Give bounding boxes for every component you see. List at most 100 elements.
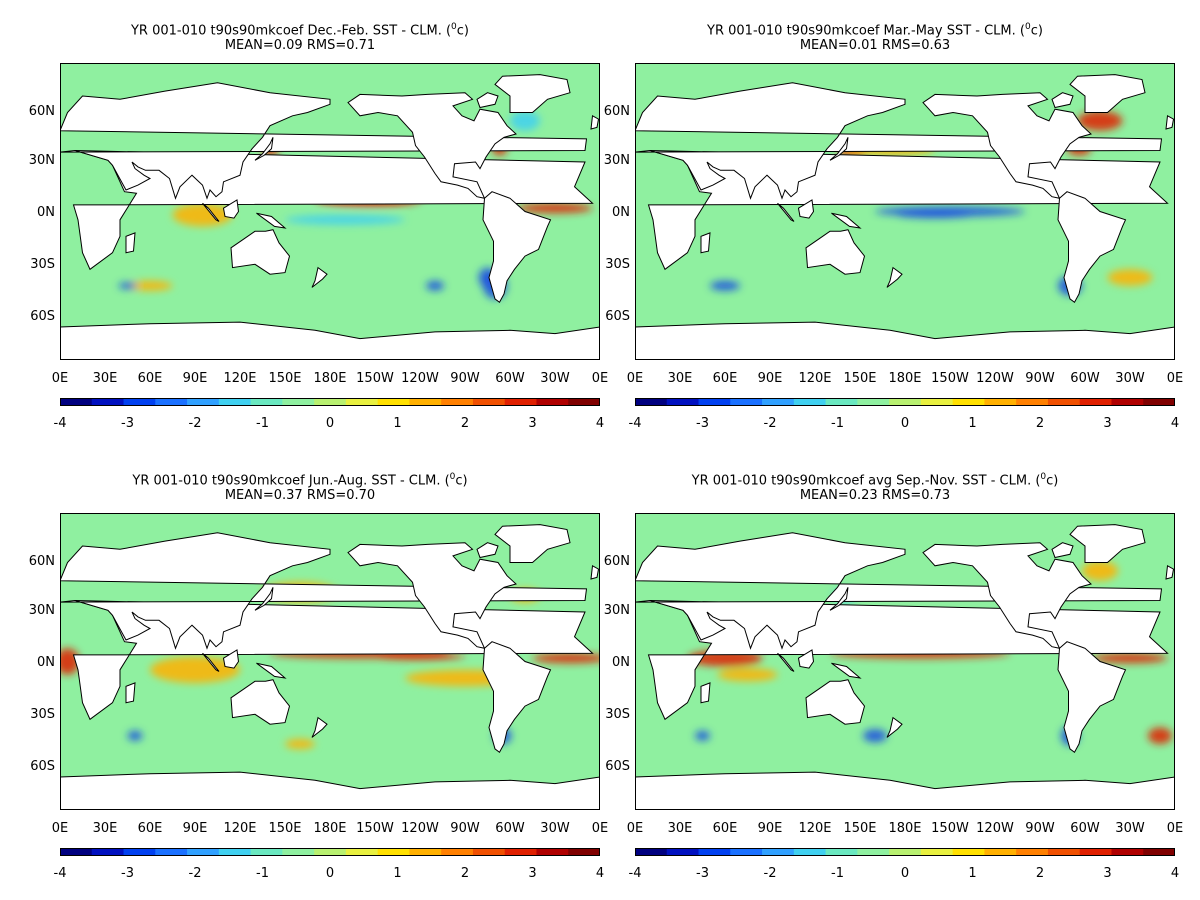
land-greenland <box>1069 74 1146 113</box>
anomaly-region <box>1107 269 1153 286</box>
anomaly-region <box>150 656 240 683</box>
colorbar-tick-label: 1 <box>968 416 977 431</box>
colorbar-tick-label: 1 <box>968 866 977 881</box>
longitude-label: 60W <box>495 821 525 836</box>
colorbar-segment <box>409 398 442 406</box>
longitude-label: 150E <box>843 821 877 836</box>
colorbar-segment <box>123 848 156 856</box>
land-borneo <box>797 649 815 669</box>
colorbar-tick-label: -2 <box>763 416 777 431</box>
colorbar-segment <box>1143 398 1175 406</box>
longitude-label: 180E <box>888 821 922 836</box>
land-borneo <box>222 649 240 669</box>
colorbar-tick-label: -2 <box>763 866 777 881</box>
colorbar-segment <box>282 848 315 856</box>
longitude-label: 120W <box>976 371 1014 386</box>
colorbar-segment <box>857 398 890 406</box>
sst-anomaly-map <box>60 513 600 810</box>
map-panel: YR 001-010 t90s90mkcoef Dec.-Feb. SST - … <box>0 0 609 450</box>
longitude-label: 30E <box>667 821 693 836</box>
colorbar-segment <box>536 848 569 856</box>
colorbar-segment <box>635 848 668 856</box>
panel-title: YR 001-010 t90s90mkcoef Jun.-Aug. SST - … <box>0 468 600 490</box>
land-new-guinea <box>256 212 287 229</box>
map-panel: YR 001-010 t90s90mkcoef Mar.-May SST - C… <box>575 0 1184 450</box>
longitude-label: 0E <box>51 821 69 836</box>
land-madagascar <box>125 232 136 254</box>
longitude-label: 180E <box>313 371 347 386</box>
land-sumatra <box>777 652 795 672</box>
anomaly-region <box>1077 110 1123 131</box>
longitude-label: 180E <box>313 821 347 836</box>
latitude-label: 30S <box>605 707 630 722</box>
colorbar-segment <box>409 848 442 856</box>
colorbar-segment <box>698 398 731 406</box>
colorbar-segment <box>345 398 379 406</box>
longitude-label: 120E <box>223 371 257 386</box>
longitude-label: 150W <box>356 821 394 836</box>
longitude-label: 0E <box>591 821 609 836</box>
land-australia <box>805 679 866 725</box>
colorbar-tick-label: 4 <box>1170 416 1180 431</box>
colorbar-segment <box>314 398 347 406</box>
panel-stats: MEAN=0.23 RMS=0.73 <box>799 488 951 503</box>
anomaly-region <box>1082 560 1118 581</box>
land-south-america <box>482 191 552 304</box>
land-japan <box>254 137 274 161</box>
longitude-label: 0E <box>1166 821 1184 836</box>
map-frame <box>60 513 600 810</box>
longitude-label: 0E <box>626 371 644 386</box>
map-frame <box>635 63 1175 360</box>
anomaly-region <box>172 203 233 227</box>
title-degree: 0 <box>451 22 457 32</box>
colorbar-tick-label: -3 <box>696 416 709 431</box>
longitude-label: 60E <box>712 371 738 386</box>
colorbar-segment <box>377 848 410 856</box>
panel-title: YR 001-010 t90s90mkcoef avg Sep.-Nov. SS… <box>575 468 1175 490</box>
colorbar-segment <box>504 848 537 856</box>
colorbar <box>60 848 600 856</box>
panel-stats: MEAN=0.37 RMS=0.70 <box>224 488 376 503</box>
panel-stats: MEAN=0.09 RMS=0.71 <box>224 38 376 53</box>
colorbar-segment <box>441 848 474 856</box>
colorbar <box>635 398 1175 406</box>
colorbar-tick-label: 0 <box>900 416 910 431</box>
land-borneo <box>222 199 240 219</box>
title-degree: 0 <box>1040 472 1047 482</box>
anomaly-region <box>1148 727 1172 744</box>
land-sumatra <box>202 652 220 672</box>
land-north-america <box>922 92 1093 199</box>
land-eurasia <box>635 82 1163 200</box>
longitude-label: 0E <box>626 821 644 836</box>
colorbar-tick-label: -3 <box>696 866 709 881</box>
latitude-label: 60S <box>605 309 630 324</box>
panel-title: YR 001-010 t90s90mkcoef Mar.-May SST - C… <box>575 18 1175 40</box>
colorbar-tick-label: 2 <box>460 866 470 881</box>
colorbar-segment <box>666 848 700 856</box>
land-antarctica <box>60 771 600 810</box>
land-madagascar <box>125 682 136 704</box>
colorbar-segment <box>762 848 795 856</box>
longitude-label: 90E <box>182 371 208 386</box>
longitude-label: 30W <box>540 371 570 386</box>
map-frame <box>60 63 600 360</box>
land-antarctica <box>635 771 1175 810</box>
colorbar-tick-label: 3 <box>528 866 537 881</box>
colorbar-segment <box>952 398 985 406</box>
longitude-label: 90W <box>1025 821 1055 836</box>
colorbar-segment <box>155 398 188 406</box>
longitude-label: 30E <box>667 371 693 386</box>
colorbar <box>635 848 1175 856</box>
latitude-label: 0N <box>612 655 630 670</box>
longitude-label: 150E <box>268 821 302 836</box>
anomaly-region <box>375 653 465 660</box>
land-uk <box>1165 565 1175 580</box>
anomaly-region <box>285 214 405 225</box>
colorbar-segment <box>314 848 347 856</box>
colorbar-tick-label: 0 <box>325 416 335 431</box>
land-north-america <box>347 542 518 649</box>
colorbar-segment <box>187 398 220 406</box>
colorbar-segment <box>472 398 506 406</box>
land-new-zealand <box>886 716 903 738</box>
longitude-label: 90E <box>757 371 783 386</box>
